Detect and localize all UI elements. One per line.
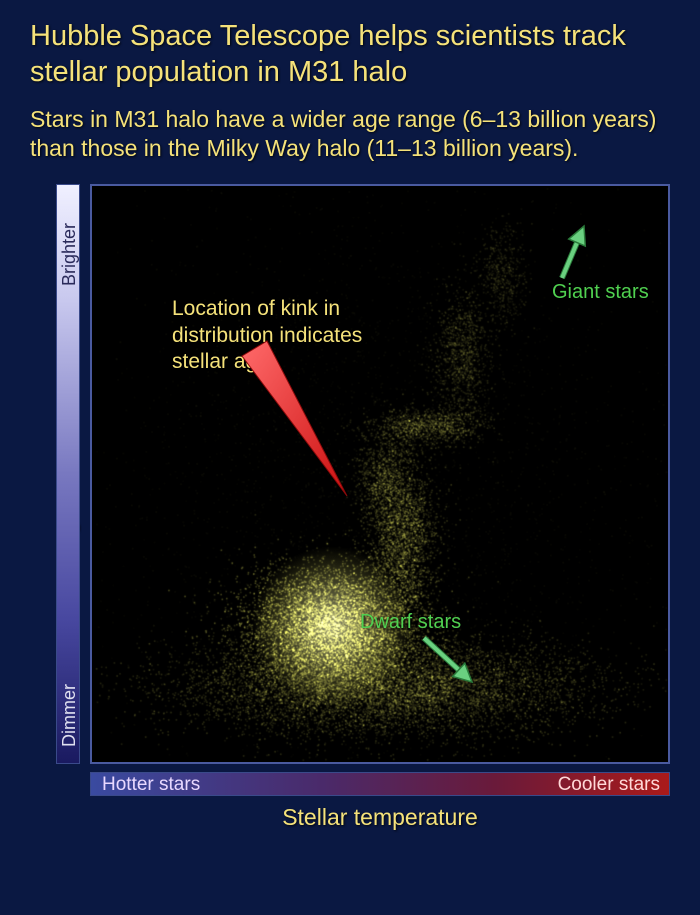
dwarf-stars-label: Dwarf stars bbox=[360, 611, 461, 634]
page-title: Hubble Space Telescope helps scientists … bbox=[30, 18, 670, 91]
page-subtitle: Stars in M31 halo have a wider age range… bbox=[30, 105, 670, 165]
stellar-scatter bbox=[92, 186, 668, 762]
hr-diagram: Brightness Brighter Dimmer Location of k… bbox=[30, 184, 670, 834]
y-axis-top-label: Brighter bbox=[59, 223, 80, 286]
kink-annotation: Location of kink in distribution indicat… bbox=[172, 296, 402, 375]
x-axis-left-label: Hotter stars bbox=[102, 774, 200, 796]
plot-area: Location of kink in distribution indicat… bbox=[90, 184, 670, 764]
x-axis-right-label: Cooler stars bbox=[558, 774, 660, 796]
x-axis-label: Stellar temperature bbox=[90, 804, 670, 831]
giant-stars-label: Giant stars bbox=[552, 281, 649, 304]
y-axis-bottom-label: Dimmer bbox=[59, 684, 80, 747]
